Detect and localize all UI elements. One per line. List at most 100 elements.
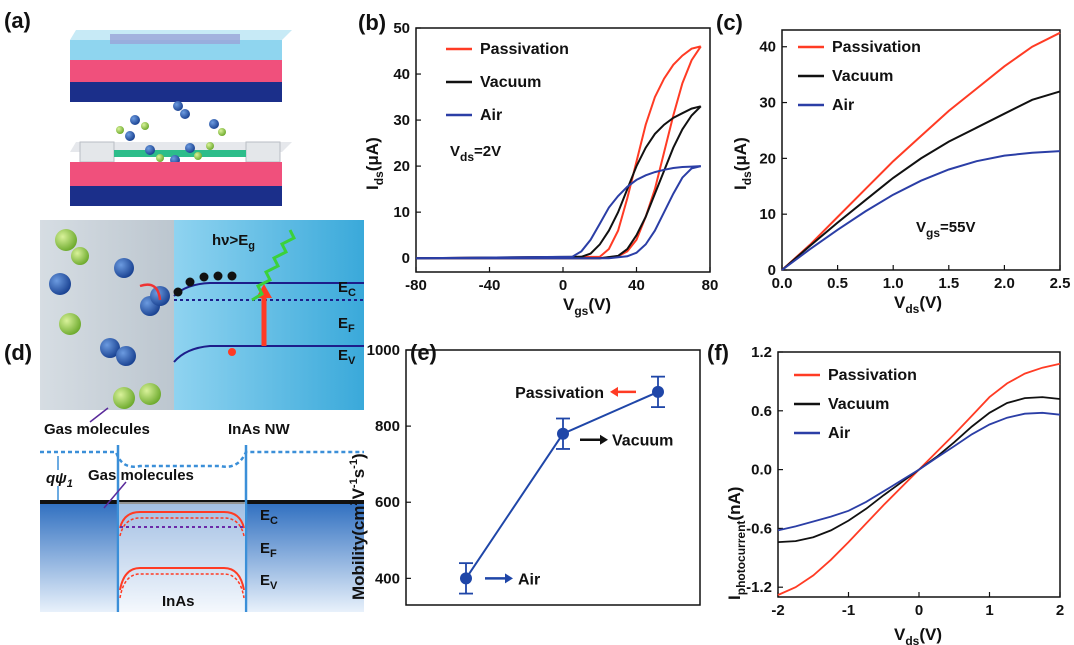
plot-frame-c <box>781 29 1061 271</box>
top-layer-front <box>70 40 282 60</box>
gas-pointer-a <box>89 407 109 423</box>
ev-dashed-d <box>119 573 245 599</box>
capture-arrow <box>139 283 162 301</box>
legend-label-vacuum: Vacuum <box>480 74 541 91</box>
y-axis-title-e: Mobility(cm2V-1s-1) <box>348 453 368 600</box>
series-line-vacuum <box>781 90 1061 271</box>
x-tick-label: 2.5 <box>1050 275 1071 292</box>
photon-wave <box>251 229 297 302</box>
y-tick-label: 50 <box>393 20 410 37</box>
y-tick-label: 30 <box>393 112 410 129</box>
chart-c-output: 0.0 0.5 1.0 1.5 2.0 2.5 0 10 20 30 40 Passivation Va… <box>731 29 1071 316</box>
panel-d-band-bending: qψ1 Gas molecules EC EF EV InAs <box>40 445 364 612</box>
top-substrate-base <box>70 82 282 102</box>
nw-label-a: InAs NW <box>228 421 291 438</box>
x-tick-label: 40 <box>628 277 645 294</box>
panel-label-e: (e) <box>410 340 437 365</box>
ec-line-d <box>119 511 245 529</box>
annotation-vds: Vds=2V <box>450 143 501 164</box>
gas-label-a: Gas molecules <box>44 421 150 438</box>
y-axis-title-f: Iphotocurrent(nA) <box>725 487 748 600</box>
y-tick-label: 30 <box>759 95 776 112</box>
psi-label: qψ1 <box>46 470 73 490</box>
category-label-vacuum: Vacuum <box>612 433 673 450</box>
x-axis-title-c: Vds(V) <box>894 293 942 316</box>
series-line-passivation-forward <box>415 45 702 260</box>
x-tick-label: 1.0 <box>883 275 904 292</box>
legend-label-air: Air <box>832 97 854 114</box>
molecules-a-top <box>116 101 226 141</box>
ev-line-d <box>119 567 245 591</box>
level-ev-d: EV <box>260 572 278 592</box>
nanowire-region <box>174 220 364 410</box>
series-line-passivation <box>777 362 1061 596</box>
level-ec-a: EC <box>338 279 356 299</box>
y-axis-title-b: Ids(μA) <box>363 137 386 190</box>
x-tick-label: -2 <box>771 602 784 619</box>
y-tick-label: 40 <box>393 66 410 83</box>
x-tick-label: 0 <box>559 277 567 294</box>
x-tick-label: 2 <box>1056 602 1064 619</box>
x-axis-title-f: Vds(V) <box>894 625 942 645</box>
passivation-arrowhead <box>610 386 618 397</box>
contact-right <box>245 141 281 163</box>
legend-label-air: Air <box>828 425 850 442</box>
y-axis-title-c: Ids(μA) <box>731 137 754 190</box>
panel-label-b: (b) <box>358 10 386 35</box>
hole-a <box>228 348 236 356</box>
y-tick-label: 400 <box>375 570 400 587</box>
series-line-passivation <box>781 31 1061 271</box>
vacuum-level-d <box>40 450 364 468</box>
x-tick-label: 0.0 <box>772 275 793 292</box>
series-line-vacuum-reverse <box>416 105 702 260</box>
series-line-air <box>777 411 1061 532</box>
ev-line-a <box>173 345 364 363</box>
x-tick-label: 0 <box>915 602 923 619</box>
category-label-air: Air <box>518 571 540 588</box>
bottom-top-face <box>70 142 292 152</box>
x-tick-label: 2.0 <box>994 275 1015 292</box>
legend-label-passivation: Passivation <box>828 367 917 384</box>
x-axis-title-b: Vgs(V) <box>563 295 611 318</box>
y-tick-label: 0.6 <box>751 403 772 420</box>
y-tick-label: 0 <box>768 262 776 279</box>
plot-frame-e <box>405 349 701 606</box>
nanowire <box>114 150 246 157</box>
bottom-substrate <box>70 162 282 186</box>
y-tick-label: 0 <box>402 250 410 267</box>
x-tick-label: 1 <box>985 602 993 619</box>
bottom-substrate-base <box>70 186 282 206</box>
annotation-vgs: Vgs=55V <box>916 219 975 240</box>
top-substrate <box>70 60 282 82</box>
y-tick-label: 0.0 <box>751 462 772 479</box>
panel-label-f: (f) <box>707 340 729 365</box>
legend-label-passivation: Passivation <box>480 41 569 58</box>
vacuum-arrowhead <box>600 434 608 445</box>
y-tick-label: 10 <box>759 206 776 223</box>
data-point-passivation <box>652 385 664 398</box>
data-point-vacuum <box>557 427 569 440</box>
x-tick-label: -80 <box>405 277 427 294</box>
wire-inner-d <box>119 502 245 612</box>
y-tick-label: 20 <box>759 150 776 167</box>
level-ev-a: EV <box>338 347 356 367</box>
level-ef-a: EF <box>338 315 355 335</box>
gas-pointer-d <box>103 481 127 509</box>
y-tick-label: 600 <box>375 494 400 511</box>
series-line-vacuum-forward <box>415 105 702 260</box>
gas-molecules-a <box>49 229 170 409</box>
molecules-a-bottom <box>145 142 214 165</box>
hv-label: hν>Eg <box>212 232 255 252</box>
y-tick-label: 40 <box>759 39 776 56</box>
series-line-air <box>781 150 1061 271</box>
series-line-air-forward <box>415 165 701 260</box>
panel-label-c: (c) <box>716 10 743 35</box>
y-tick-label: 10 <box>393 204 410 221</box>
x-tick-label: -40 <box>479 277 501 294</box>
x-tick-label: 0.5 <box>827 275 848 292</box>
y-tick-label: 20 <box>393 158 410 175</box>
legend-label-vacuum: Vacuum <box>828 396 889 413</box>
chart-e-mobility: 400 600 800 1000 Air Vacuum Passivation Mobilit… <box>348 342 701 606</box>
electrons-a <box>173 271 237 297</box>
